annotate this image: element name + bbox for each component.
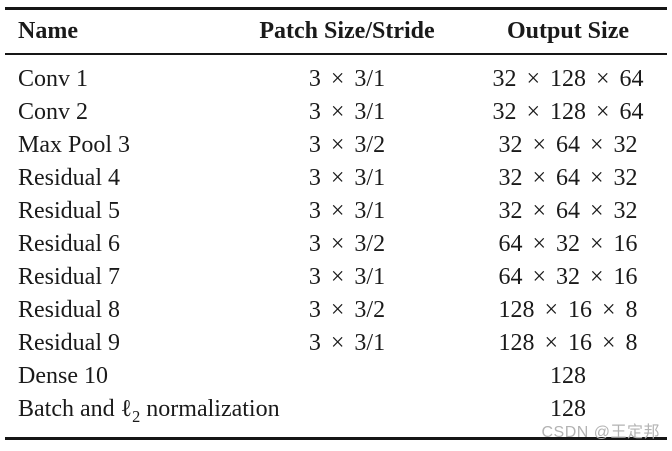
- cell-name: Residual 6: [18, 231, 120, 257]
- cell-name: Conv 2: [18, 99, 89, 125]
- cell-patch: 3 × 3/1: [308, 99, 386, 125]
- architecture-table: Name Patch Size/Stride Output Size Conv …: [5, 7, 667, 440]
- cell-patch: 3 × 3/2: [308, 297, 386, 323]
- cell-patch: [225, 360, 469, 393]
- ell-subscript: 2: [132, 406, 141, 426]
- table-row: Conv 2 3 × 3/1 32 × 128 × 64: [5, 96, 667, 129]
- cell-patch: 3 × 3/1: [308, 66, 386, 92]
- cell-patch: 3 × 3/2: [308, 132, 386, 158]
- table-row: Conv 1 3 × 3/1 32 × 128 × 64: [5, 54, 667, 96]
- cell-name: Residual 7: [18, 264, 120, 290]
- cell-output: 32 × 128 × 64: [492, 66, 644, 92]
- batch-norm-label-prefix: Batch and ℓ: [18, 396, 133, 422]
- cell-name: Residual 4: [18, 165, 120, 191]
- column-header-output: Output Size: [506, 18, 629, 44]
- cell-name: Batch and ℓ2 normalization: [5, 393, 280, 439]
- table-row: Residual 8 3 × 3/2 128 × 16 × 8: [5, 294, 667, 327]
- cell-output: 128 × 16 × 8: [498, 297, 638, 323]
- cell-name: Residual 5: [18, 198, 120, 224]
- cell-patch: 3 × 3/1: [308, 264, 386, 290]
- cell-name: Conv 1: [18, 66, 89, 92]
- table-body: Conv 1 3 × 3/1 32 × 128 × 64 Conv 2 3 × …: [5, 54, 667, 439]
- cell-output: 32 × 64 × 32: [498, 198, 638, 224]
- cell-output: 128: [550, 363, 586, 389]
- column-header-patch: Patch Size/Stride: [259, 18, 435, 44]
- cell-name: Residual 9: [18, 330, 120, 356]
- cell-name: Residual 8: [18, 297, 120, 323]
- cell-name: Max Pool 3: [18, 132, 131, 158]
- header-row: Name Patch Size/Stride Output Size: [5, 9, 667, 54]
- cell-name: Dense 10: [18, 363, 108, 389]
- table-header: Name Patch Size/Stride Output Size: [5, 9, 667, 54]
- cnn-architecture-table-figure: Name Patch Size/Stride Output Size Conv …: [5, 7, 667, 440]
- table-row: Dense 10 128: [5, 360, 667, 393]
- cell-output: 128: [550, 396, 586, 422]
- column-header-name: Name: [18, 18, 78, 44]
- cell-output: 32 × 64 × 32: [498, 165, 638, 191]
- table-row: Residual 5 3 × 3/1 32 × 64 × 32: [5, 195, 667, 228]
- cell-output: 128 × 16 × 8: [498, 330, 638, 356]
- cell-output: 64 × 32 × 16: [498, 264, 638, 290]
- cell-patch: 3 × 3/1: [308, 330, 386, 356]
- cell-output: 64 × 32 × 16: [498, 231, 638, 257]
- cell-output: 32 × 128 × 64: [492, 99, 644, 125]
- table-row: Residual 7 3 × 3/1 64 × 32 × 16: [5, 261, 667, 294]
- csdn-watermark: CSDN @王定邦: [541, 424, 660, 441]
- table-row: Max Pool 3 3 × 3/2 32 × 64 × 32: [5, 129, 667, 162]
- table-row: Batch and ℓ2 normalization 128: [5, 393, 667, 439]
- cell-patch: 3 × 3/2: [308, 231, 386, 257]
- table-row: Residual 4 3 × 3/1 32 × 64 × 32: [5, 162, 667, 195]
- cell-output: 32 × 64 × 32: [498, 132, 638, 158]
- cell-patch: 3 × 3/1: [308, 165, 386, 191]
- batch-norm-label-suffix: normalization: [140, 396, 280, 422]
- table-row: Residual 9 3 × 3/1 128 × 16 × 8: [5, 327, 667, 360]
- table-row: Residual 6 3 × 3/2 64 × 32 × 16: [5, 228, 667, 261]
- cell-patch: 3 × 3/1: [308, 198, 386, 224]
